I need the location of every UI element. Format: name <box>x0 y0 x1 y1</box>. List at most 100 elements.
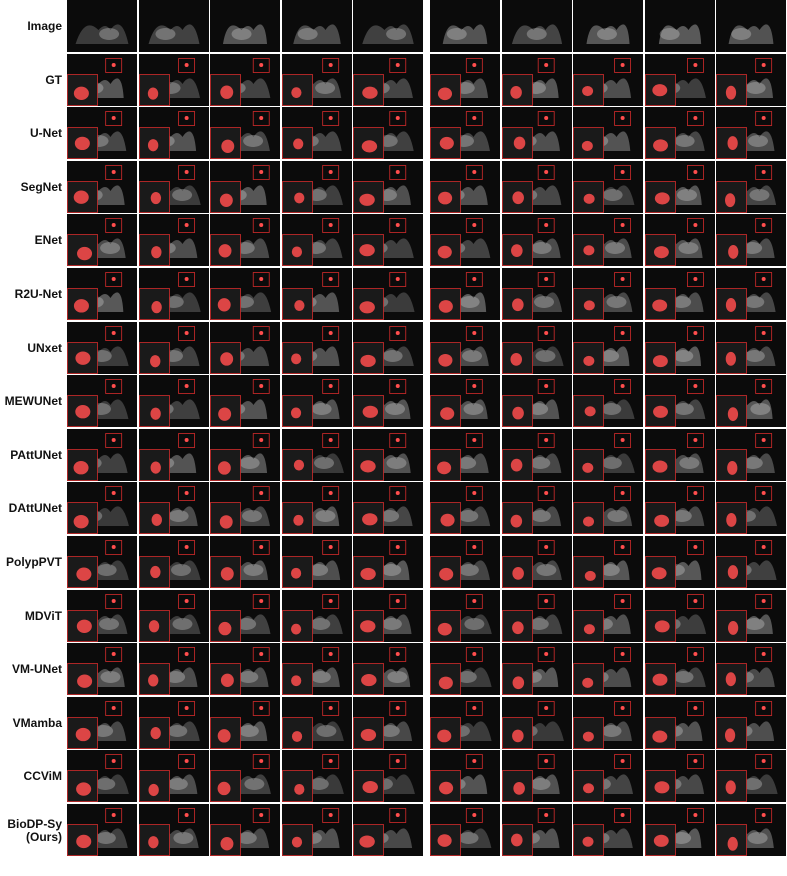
roi-box <box>105 647 123 663</box>
lesion-mask-small <box>544 62 549 67</box>
mri-slice <box>139 432 197 481</box>
scan-thumbnail <box>645 375 715 428</box>
lesion-mask <box>148 784 159 797</box>
mri-slice <box>222 24 268 44</box>
roi-box <box>755 700 773 716</box>
mri-slice <box>139 218 198 267</box>
scan-thumbnail <box>573 0 643 52</box>
roi-box <box>252 57 270 73</box>
mri-slice <box>502 218 561 267</box>
roi-box <box>755 754 773 770</box>
roi-box <box>105 379 123 395</box>
mri-slice <box>573 754 634 803</box>
scan-thumbnail <box>210 482 280 535</box>
bright-structure <box>673 403 694 416</box>
mri-slice <box>210 540 270 588</box>
lesion-mask <box>150 407 161 421</box>
mri-slice <box>502 164 562 213</box>
mri-slice <box>430 486 491 535</box>
lesion-mask-small <box>259 330 264 335</box>
bright-structure <box>671 296 692 308</box>
lesion-mask <box>360 567 376 580</box>
scan-thumbnail <box>210 804 280 856</box>
bright-structure <box>167 724 188 737</box>
scan-thumbnail <box>210 0 280 52</box>
mri-slice <box>210 379 270 428</box>
scan-thumbnail <box>716 160 786 213</box>
bright-structure <box>244 778 265 791</box>
lesion-mask <box>290 623 302 635</box>
lesion-mask <box>653 405 668 419</box>
roi-box <box>252 432 270 448</box>
mri-slice <box>573 647 632 696</box>
lesion-mask <box>151 301 162 314</box>
lesion-mask <box>148 836 159 849</box>
roi-box <box>755 540 773 555</box>
scan-thumbnail <box>210 428 280 481</box>
mri-slice <box>430 754 488 803</box>
lesion-mask-small <box>761 545 766 549</box>
roi-box <box>686 272 704 287</box>
scan-thumbnail <box>282 0 352 52</box>
scan-thumbnail <box>430 482 500 535</box>
scan-thumbnail <box>139 696 209 749</box>
bright-structure <box>168 510 189 523</box>
lesion-mask-small <box>395 759 400 764</box>
bright-structure <box>100 242 121 255</box>
roi-box <box>614 111 632 127</box>
lesion-mask-small <box>620 169 625 174</box>
bright-structure <box>308 778 329 791</box>
bright-structure <box>100 671 121 684</box>
mri-slice <box>210 808 270 856</box>
bright-structure <box>239 456 260 469</box>
lesion-mask-small <box>328 384 333 389</box>
mri-slice <box>67 272 124 320</box>
scan-thumbnail <box>502 0 572 52</box>
bright-structure <box>742 456 763 469</box>
lesion-mask-small <box>259 491 264 496</box>
bright-structure <box>531 242 552 255</box>
scan-thumbnail <box>282 214 352 267</box>
lesion-mask <box>294 784 305 796</box>
lesion-mask-small <box>111 759 116 764</box>
roi-box <box>465 593 483 609</box>
roi-box <box>178 808 196 823</box>
mri-slice <box>67 647 125 696</box>
lesion-mask <box>725 672 736 687</box>
lesion-mask <box>584 406 596 417</box>
bright-structure <box>528 403 549 416</box>
mri-slice <box>645 432 704 481</box>
lesion-mask-small <box>111 705 116 710</box>
roi-box <box>465 218 483 234</box>
bright-structure <box>731 28 752 40</box>
lesion-mask-small <box>472 116 477 121</box>
lesion-mask <box>73 515 89 529</box>
bright-structure <box>173 832 194 844</box>
lesion-mask <box>361 140 378 153</box>
scan-thumbnail <box>139 0 209 52</box>
scan-thumbnail <box>573 750 643 803</box>
lesion-mask <box>217 298 231 312</box>
scan-thumbnail <box>353 107 423 160</box>
roi-box <box>105 486 123 502</box>
mri-slice <box>716 111 775 160</box>
lesion-mask-small <box>472 277 477 281</box>
lesion-mask <box>724 728 736 743</box>
row-label: PAttUNet <box>10 447 62 462</box>
scan-thumbnail <box>210 589 280 642</box>
roi-box <box>686 754 704 770</box>
lesion-mask-small <box>328 437 333 442</box>
lesion-mask-small <box>184 437 189 442</box>
lesion-mask-small <box>328 169 333 174</box>
mri-slice <box>67 218 126 267</box>
roi-box <box>686 700 704 716</box>
mri-slice <box>353 379 411 428</box>
mri-slice <box>502 272 563 320</box>
roi-box <box>755 111 773 127</box>
lesion-mask-small <box>111 545 116 549</box>
scan-thumbnail <box>502 804 572 856</box>
group-separator <box>425 0 429 876</box>
mri-slice <box>716 647 775 696</box>
scan-thumbnail <box>353 321 423 374</box>
lesion-mask-small <box>111 169 116 174</box>
